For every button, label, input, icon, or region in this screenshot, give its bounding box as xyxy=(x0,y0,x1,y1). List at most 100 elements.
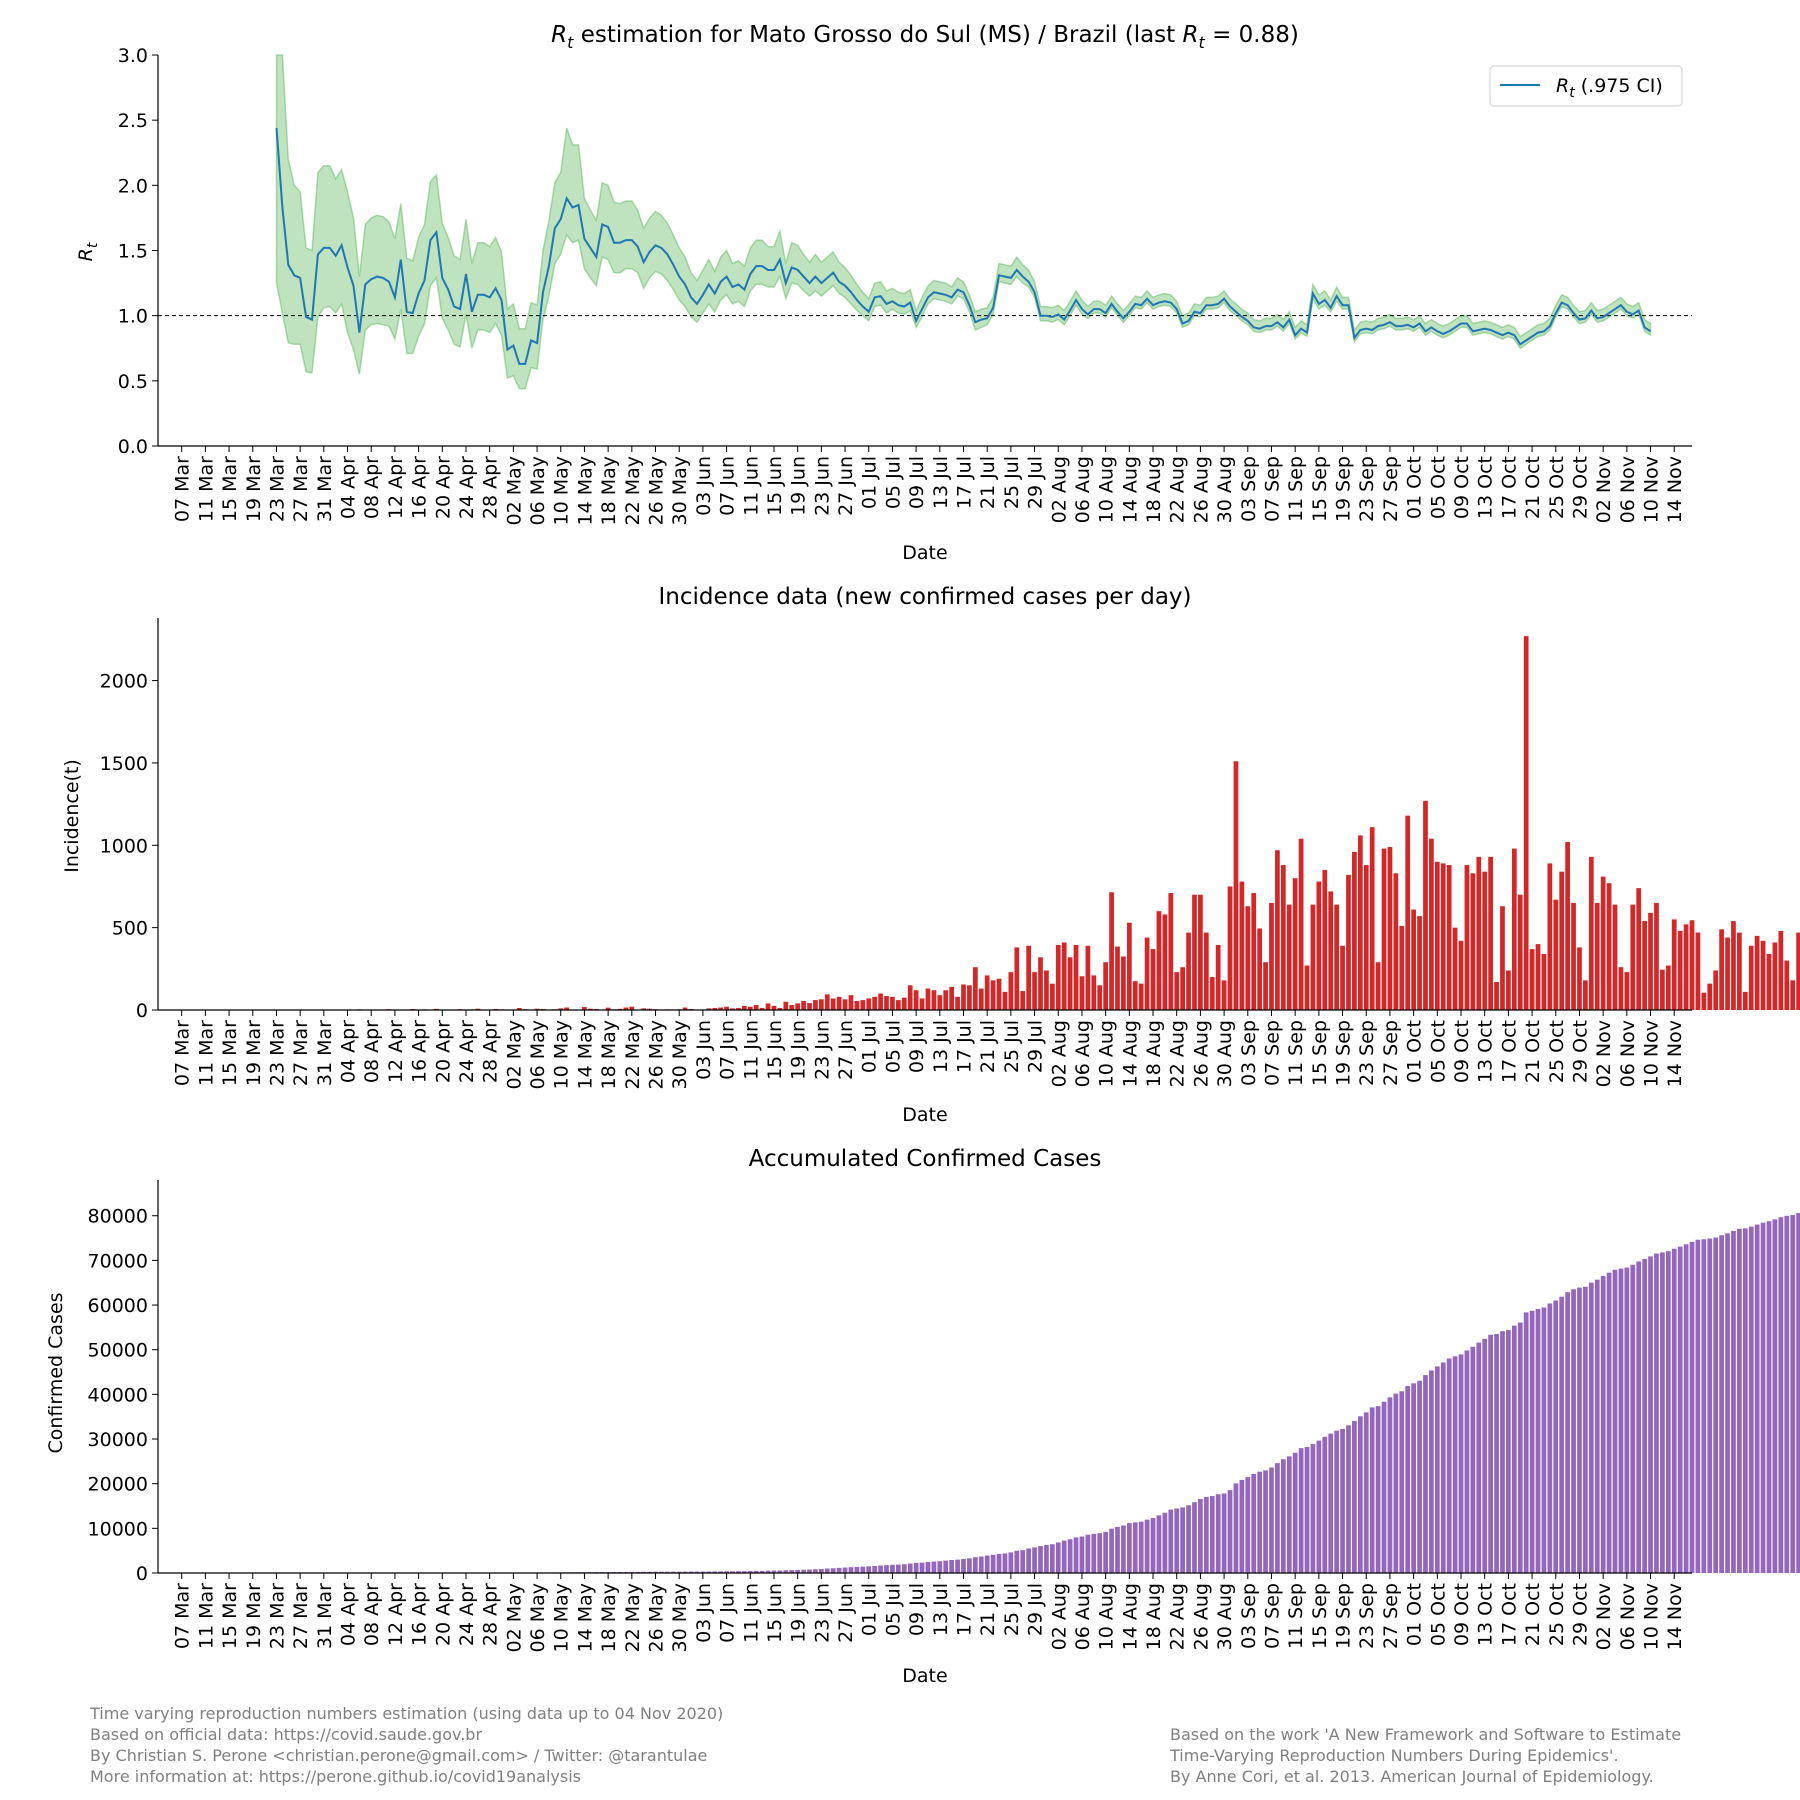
incidence-bar xyxy=(1790,980,1796,1010)
cumulative-x-tick-label: 30 May xyxy=(669,1583,691,1653)
incidence-bar xyxy=(564,1007,570,1010)
incidence-bar xyxy=(1719,929,1724,1010)
incidence-y-tick-label: 0 xyxy=(136,1000,148,1022)
incidence-bar xyxy=(753,1005,759,1010)
rt-x-tick-label: 17 Jul xyxy=(953,456,975,509)
incidence-x-tick-label: 27 Sep xyxy=(1380,1020,1402,1086)
cumulative-bar xyxy=(1796,1212,1800,1573)
cumulative-bar xyxy=(967,1558,972,1573)
cumulative-bar xyxy=(1026,1548,1032,1573)
rt-panel: Rt estimation for Mato Grosso do Sul (MS… xyxy=(75,22,1692,564)
incidence-bar xyxy=(1588,856,1594,1010)
incidence-x-tick-label: 10 Nov xyxy=(1641,1020,1663,1087)
incidence-bar xyxy=(1061,942,1067,1010)
rt-y-axis-label: Rt xyxy=(75,242,101,261)
footer-line: Based on official data: https://covid.sa… xyxy=(90,1725,483,1744)
cumulative-bar xyxy=(1517,1322,1523,1573)
cumulative-bar xyxy=(801,1569,806,1573)
cumulative-bar xyxy=(771,1570,777,1573)
rt-x-tick-label: 09 Oct xyxy=(1451,456,1473,519)
cumulative-x-tick-label: 27 Mar xyxy=(290,1583,312,1649)
incidence-bar xyxy=(1227,886,1233,1010)
cumulative-bar xyxy=(1535,1308,1541,1573)
cumulative-bar xyxy=(836,1567,842,1573)
incidence-bar xyxy=(1091,975,1097,1010)
incidence-bar xyxy=(836,996,842,1010)
cumulative-bar xyxy=(747,1571,753,1573)
cumulative-bar xyxy=(1393,1393,1399,1573)
incidence-bar xyxy=(1346,874,1351,1010)
incidence-bar xyxy=(967,985,972,1010)
incidence-bar xyxy=(978,988,984,1010)
incidence-bar xyxy=(1275,850,1280,1010)
incidence-x-tick-label: 15 Jun xyxy=(764,1020,786,1080)
incidence-bar xyxy=(813,1000,818,1010)
incidence-x-tick-label: 26 May xyxy=(646,1020,668,1090)
cumulative-x-tick-label: 27 Jun xyxy=(835,1583,857,1643)
incidence-bar xyxy=(1245,906,1251,1010)
cumulative-bar xyxy=(1553,1300,1559,1573)
cumulative-bar xyxy=(1458,1354,1464,1573)
incidence-bar xyxy=(1630,904,1636,1010)
cumulative-bar xyxy=(854,1566,860,1573)
incidence-bar xyxy=(1316,881,1322,1010)
cumulative-bar xyxy=(1109,1528,1114,1573)
incidence-bar xyxy=(623,1007,629,1010)
cumulative-x-tick-label: 14 Aug xyxy=(1119,1583,1141,1650)
rt-chart-title: Rt estimation for Mato Grosso do Sul (MS… xyxy=(551,22,1299,52)
incidence-bar xyxy=(730,1008,735,1010)
cumulative-bar xyxy=(1642,1259,1647,1573)
cumulative-bar xyxy=(1180,1507,1186,1573)
footer-line: Based on the work 'A New Framework and S… xyxy=(1170,1725,1682,1744)
cumulative-bar xyxy=(1103,1531,1109,1573)
incidence-bar xyxy=(907,985,913,1010)
incidence-bar xyxy=(1476,856,1482,1010)
cumulative-bar xyxy=(895,1564,901,1573)
rt-x-tick-label: 23 Jun xyxy=(811,456,833,516)
incidence-y-tick-label: 1000 xyxy=(100,835,148,857)
incidence-bar xyxy=(558,1008,564,1010)
incidence-bar xyxy=(1778,930,1784,1010)
cumulative-x-tick-label: 19 Mar xyxy=(243,1583,265,1649)
cumulative-bar xyxy=(694,1571,700,1573)
cumulative-bar xyxy=(1488,1334,1493,1573)
incidence-bar xyxy=(1079,976,1085,1010)
incidence-bar xyxy=(1417,916,1422,1010)
incidence-bar xyxy=(783,1001,789,1010)
rt-y-tick-label: 0.5 xyxy=(118,371,148,393)
cumulative-x-tick-label: 29 Oct xyxy=(1569,1583,1591,1646)
cumulative-x-tick-label: 17 Oct xyxy=(1498,1583,1520,1646)
incidence-x-tick-label: 24 Apr xyxy=(456,1020,478,1083)
rt-x-tick-label: 07 Jun xyxy=(717,456,739,516)
cumulative-bar xyxy=(1245,1477,1251,1573)
rt-x-tick-label: 19 Jun xyxy=(788,456,810,516)
cumulative-x-tick-label: 07 Mar xyxy=(172,1583,194,1649)
incidence-x-tick-label: 19 Jun xyxy=(788,1020,810,1080)
cumulative-bar xyxy=(682,1571,688,1573)
cumulative-x-tick-label: 11 Mar xyxy=(195,1583,217,1649)
incidence-x-tick-label: 28 Apr xyxy=(480,1020,502,1083)
cumulative-bar xyxy=(1665,1251,1671,1573)
incidence-bar xyxy=(801,1000,806,1010)
cumulative-bar xyxy=(1671,1248,1677,1573)
rt-x-tick-label: 26 May xyxy=(646,456,668,526)
incidence-x-tick-label: 04 Apr xyxy=(338,1020,360,1083)
rt-y-tick-label: 1.0 xyxy=(118,306,148,328)
incidence-bar xyxy=(1363,865,1369,1010)
footer-line: More information at: https://perone.gith… xyxy=(90,1767,581,1786)
incidence-x-tick-label: 25 Oct xyxy=(1546,1020,1568,1083)
cumulative-x-tick-label: 20 Apr xyxy=(432,1583,454,1646)
cumulative-bar xyxy=(1275,1463,1280,1573)
cumulative-bar xyxy=(807,1569,812,1573)
rt-x-tick-label: 29 Jul xyxy=(1025,456,1047,509)
cumulative-x-tick-label: 31 Mar xyxy=(314,1583,336,1649)
incidence-bar xyxy=(516,1008,522,1010)
incidence-bar xyxy=(1606,883,1612,1010)
cumulative-bar xyxy=(700,1571,706,1573)
rt-x-tick-label: 23 Sep xyxy=(1356,456,1378,522)
cumulative-y-tick-label: 50000 xyxy=(88,1340,148,1362)
incidence-bar xyxy=(895,1000,901,1010)
incidence-x-tick-label: 07 Mar xyxy=(172,1020,194,1086)
incidence-bar xyxy=(475,1008,481,1010)
cumulative-y-tick-label: 10000 xyxy=(88,1518,148,1540)
